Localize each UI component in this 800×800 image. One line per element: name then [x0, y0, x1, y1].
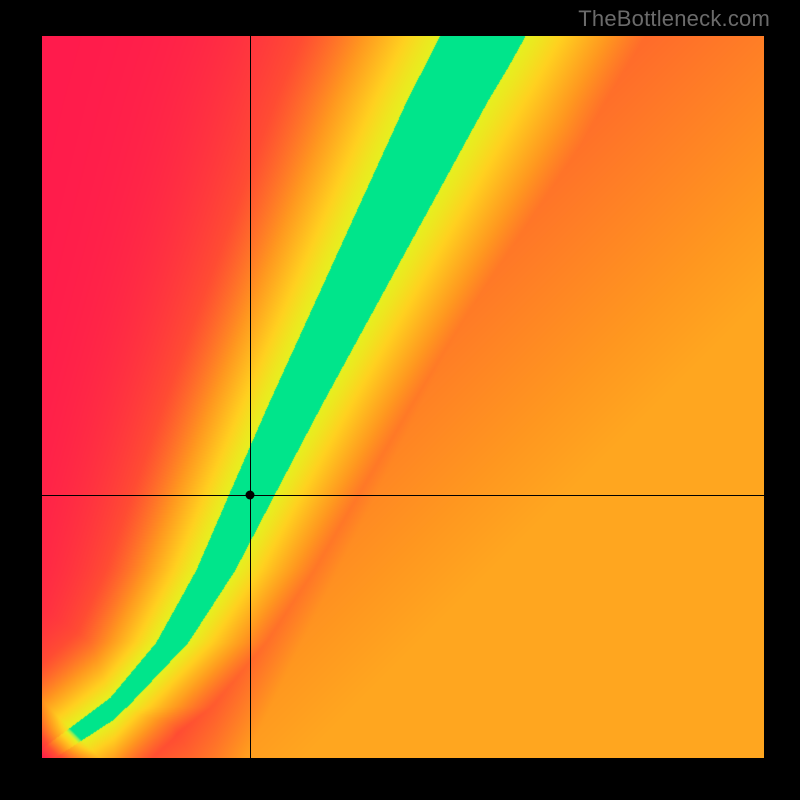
chart-container: TheBottleneck.com: [0, 0, 800, 800]
heatmap-canvas: [42, 36, 764, 758]
plot-area: [42, 36, 764, 758]
crosshair-horizontal: [42, 495, 764, 496]
crosshair-vertical: [250, 36, 251, 758]
attribution-text: TheBottleneck.com: [578, 6, 770, 32]
marker-dot: [245, 491, 254, 500]
